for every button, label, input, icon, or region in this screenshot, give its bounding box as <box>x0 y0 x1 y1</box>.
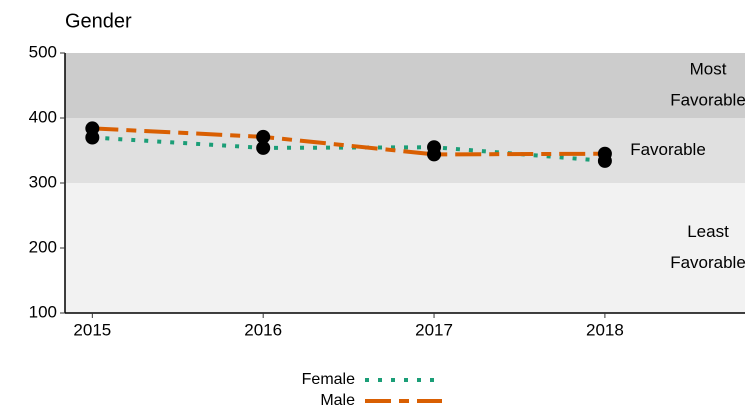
y-tick-label: 500 <box>29 42 57 61</box>
point <box>256 140 271 155</box>
x-tick-label: 2015 <box>73 320 111 339</box>
band <box>65 53 745 118</box>
x-tick-label: 2016 <box>244 320 282 339</box>
x-tick-label: 2018 <box>586 320 624 339</box>
point <box>597 146 612 161</box>
band-label: Least <box>687 222 729 241</box>
point <box>85 121 100 136</box>
band-label: Most <box>690 59 727 78</box>
point <box>427 147 442 162</box>
band-label: Favorable <box>670 90 746 109</box>
legend-label: Male <box>320 392 355 409</box>
band-label: Favorable <box>670 253 746 272</box>
legend-label: Female <box>302 371 355 388</box>
band-label: Favorable <box>630 140 706 159</box>
series-line <box>92 126 605 157</box>
y-tick-label: 200 <box>29 237 57 256</box>
y-tick-label: 300 <box>29 172 57 191</box>
y-tick-label: 400 <box>29 107 57 126</box>
point <box>256 129 271 144</box>
x-tick-label: 2017 <box>415 320 453 339</box>
chart-title: Gender <box>65 10 132 32</box>
y-tick-label: 100 <box>29 302 57 321</box>
band <box>65 183 745 313</box>
